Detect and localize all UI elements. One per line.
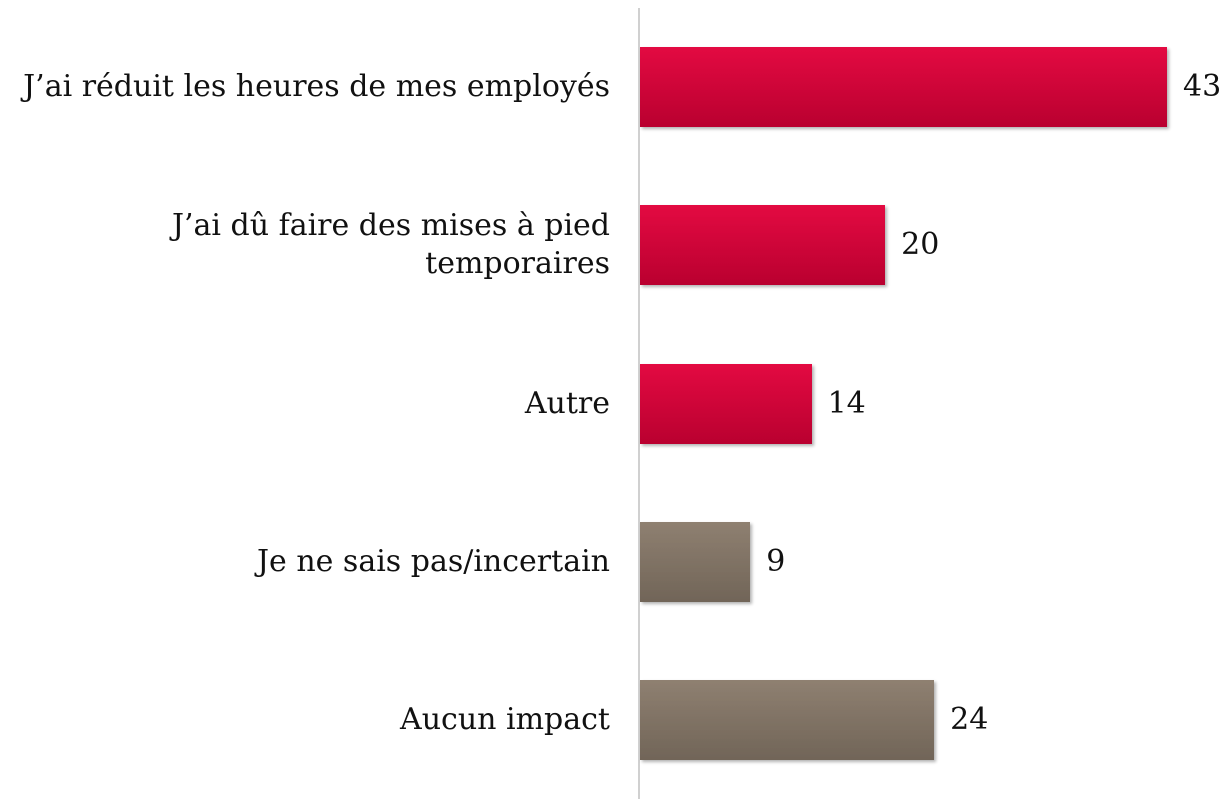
category-label: J’ai réduit les heures de mes employés	[23, 69, 610, 105]
value-label: 24	[950, 701, 989, 737]
value-label: 9	[766, 543, 786, 579]
bar	[640, 205, 886, 286]
category-label: Aucun impact	[400, 701, 610, 737]
bar	[640, 679, 935, 760]
category-label: Autre	[524, 385, 610, 421]
value-label: 14	[827, 385, 866, 421]
bar	[640, 363, 812, 444]
axis-line	[638, 8, 640, 799]
bar	[640, 47, 1167, 128]
value-label: 20	[901, 227, 940, 263]
bar	[640, 521, 751, 602]
category-label: J’ai dû faire des mises à pied temporair…	[171, 208, 610, 282]
value-label: 43	[1183, 69, 1222, 105]
category-label: Je ne sais pas/incertain	[257, 543, 610, 579]
